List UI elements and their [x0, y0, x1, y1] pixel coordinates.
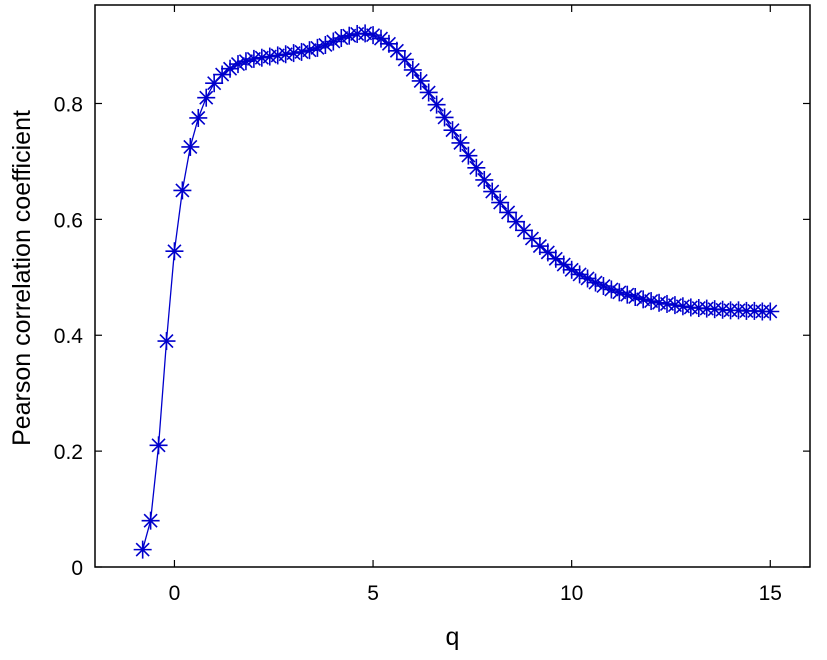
data-point-marker — [451, 133, 470, 152]
y-tick-label: 0.4 — [54, 325, 84, 348]
plot-area — [133, 24, 780, 559]
data-point-marker — [141, 511, 160, 530]
data-point-marker — [411, 71, 430, 90]
data-point-marker — [316, 35, 335, 54]
data-point-marker — [308, 38, 327, 57]
data-point-marker — [332, 29, 351, 48]
data-point-marker — [602, 280, 621, 299]
y-tick-label: 0.8 — [54, 93, 83, 116]
data-point-marker — [364, 26, 383, 45]
data-point-marker — [483, 182, 502, 201]
data-point-marker — [173, 181, 192, 200]
y-axis-label: Pearson correlation coefficient — [8, 110, 36, 446]
data-point-marker — [149, 436, 168, 455]
plot-frame — [94, 4, 811, 568]
data-point-marker — [467, 158, 486, 177]
data-point-marker — [324, 32, 343, 51]
axis-ticks: 0 5 10 15 0 0.2 0.4 0.6 0.8 — [54, 5, 810, 605]
data-point-marker — [475, 170, 494, 189]
data-point-marker — [427, 95, 446, 114]
data-point-marker — [133, 540, 152, 559]
data-point-marker — [403, 60, 422, 79]
data-point-marker — [197, 88, 216, 107]
data-point-marker — [189, 108, 208, 127]
y-tick-label: 0 — [71, 557, 83, 580]
x-tick-label: 15 — [759, 582, 782, 605]
data-point-marker — [594, 277, 613, 295]
data-point-marker — [157, 332, 176, 351]
data-point-marker — [459, 146, 478, 165]
y-tick-label: 0.2 — [54, 441, 83, 464]
data-point-marker — [578, 269, 597, 288]
x-tick-label: 5 — [367, 582, 379, 605]
data-point-marker — [229, 55, 247, 74]
data-point-marker — [181, 137, 200, 156]
data-point-marker — [570, 265, 589, 284]
data-point-marker — [165, 242, 184, 261]
data-point-marker — [395, 50, 414, 69]
data-point-marker — [499, 203, 518, 222]
data-point-marker — [586, 273, 605, 292]
data-point-marker — [435, 108, 454, 127]
series-line — [142, 32, 771, 550]
x-axis-label: q — [446, 623, 460, 651]
data-point-marker — [491, 193, 510, 212]
y-tick-label: 0.6 — [54, 209, 83, 232]
x-tick-label: 10 — [560, 582, 583, 605]
data-point-marker — [554, 255, 573, 274]
x-tick-label: 0 — [169, 582, 181, 605]
data-point-marker — [443, 121, 462, 140]
data-point-marker — [761, 302, 780, 321]
data-point-marker — [419, 83, 438, 102]
